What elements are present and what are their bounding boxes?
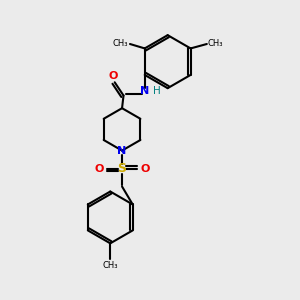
Text: CH₃: CH₃ xyxy=(103,261,118,270)
Text: O: O xyxy=(95,164,104,174)
Text: O: O xyxy=(109,71,118,81)
Text: CH₃: CH₃ xyxy=(113,40,128,49)
Text: CH₃: CH₃ xyxy=(208,40,224,49)
Text: N: N xyxy=(117,146,127,156)
Text: N: N xyxy=(140,86,149,96)
Text: S: S xyxy=(118,162,127,175)
Text: O: O xyxy=(140,164,149,174)
Text: H: H xyxy=(153,86,161,96)
